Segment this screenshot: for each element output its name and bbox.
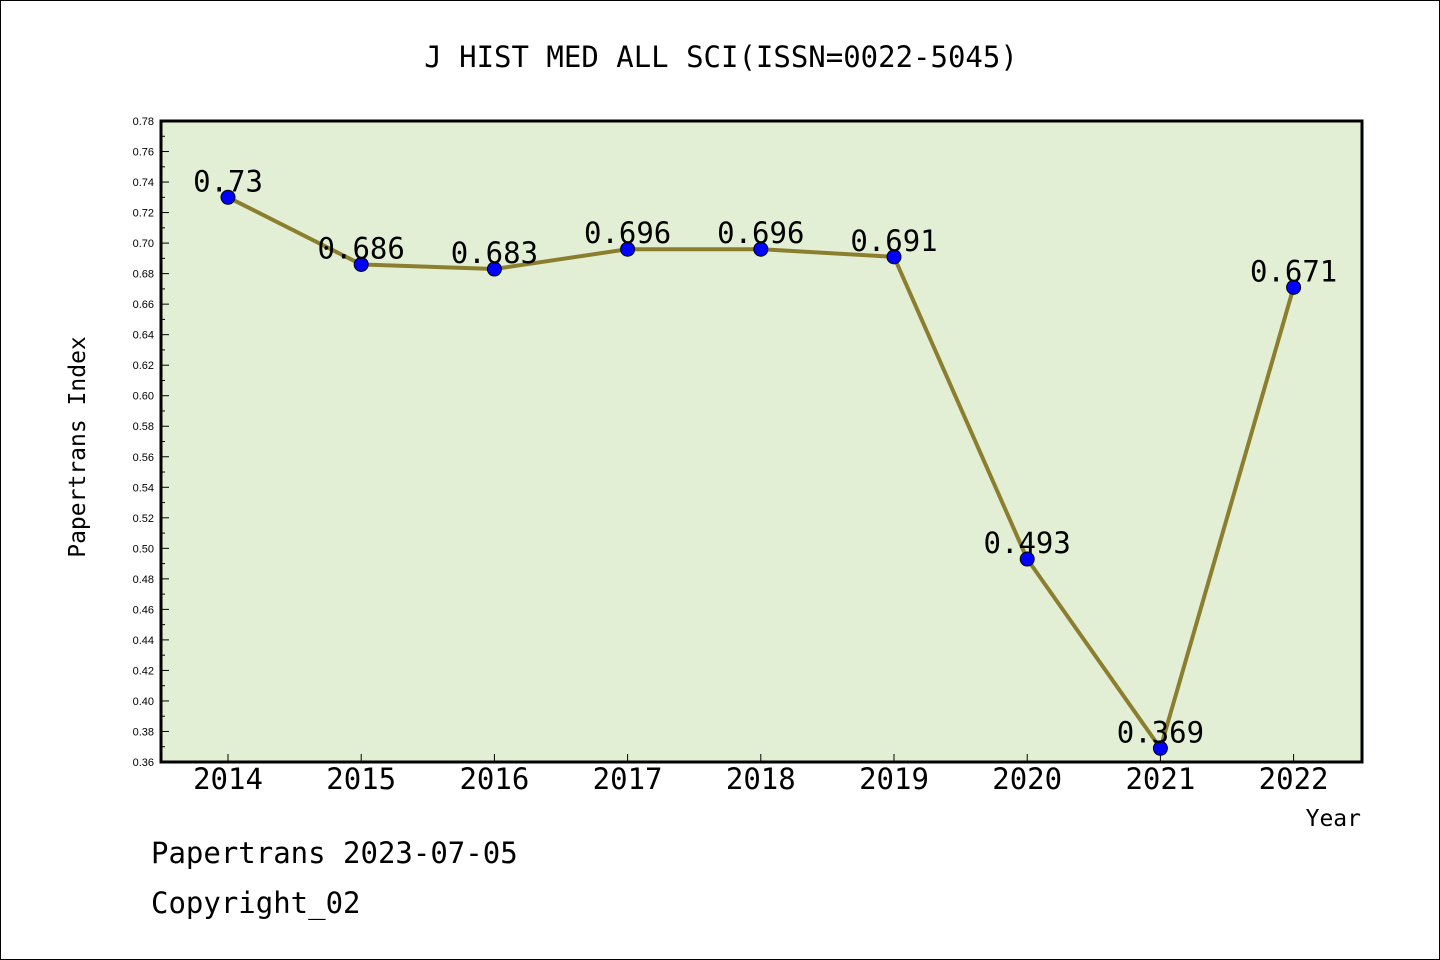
y-tick-label: 0.36	[133, 757, 154, 769]
data-label: 0.493	[984, 526, 1071, 560]
x-tick-label: 2018	[726, 762, 796, 796]
data-point	[620, 241, 636, 257]
y-tick-label: 0.76	[133, 147, 154, 159]
y-tick-label: 0.58	[133, 421, 154, 433]
data-label: 0.691	[850, 224, 937, 258]
data-label: 0.683	[451, 236, 538, 270]
x-axis-ticks: 2014 2015 2016 2017 2018 2019 2020 2021 2022	[193, 754, 1329, 796]
y-tick-label: 0.62	[133, 360, 154, 372]
footer-copyright: Copyright_02	[151, 886, 361, 920]
x-axis-label: Year	[1306, 806, 1361, 832]
y-axis-ticks: 0.36 0.38 0.40 0.42 0.44 0.46 0.48 0.50 0.52 0.54…	[133, 116, 169, 769]
footer-date: Papertrans 2023-07-05	[151, 836, 518, 870]
plot-area	[161, 121, 1362, 762]
y-tick-label: 0.40	[133, 696, 154, 708]
x-tick-label: 2014	[193, 762, 263, 796]
y-tick-label: 0.72	[133, 208, 154, 220]
y-tick-label: 0.64	[133, 330, 154, 342]
data-label: 0.696	[584, 216, 671, 250]
y-tick-label: 0.46	[133, 604, 154, 616]
data-label: 0.686	[318, 231, 405, 265]
x-tick-label: 2020	[992, 762, 1062, 796]
y-tick-label: 0.42	[133, 665, 154, 677]
data-label: 0.696	[717, 216, 804, 250]
x-tick-label: 2022	[1259, 762, 1329, 796]
x-tick-label: 2021	[1125, 762, 1195, 796]
plot-frame	[159, 119, 1364, 764]
series-layer: 0.73 0.686 0.683 0.696 0.696 0.691 0.493 0.369 0…	[193, 164, 1337, 756]
y-tick-label: 0.68	[133, 269, 154, 281]
y-tick-label: 0.74	[133, 177, 154, 189]
y-tick-label: 0.78	[133, 116, 154, 128]
y-tick-label: 0.60	[133, 391, 154, 403]
data-point	[1019, 551, 1035, 567]
data-point	[353, 256, 369, 272]
y-tick-label: 0.50	[133, 543, 154, 555]
x-tick-label: 2016	[459, 762, 529, 796]
data-point	[886, 249, 902, 265]
y-tick-label: 0.38	[133, 726, 154, 738]
x-tick-label: 2015	[326, 762, 396, 796]
data-point	[1286, 279, 1302, 295]
chart-title: J HIST MED ALL SCI(ISSN=0022-5045)	[424, 40, 1018, 74]
y-tick-label: 0.56	[133, 452, 154, 464]
data-point	[220, 189, 236, 205]
y-tick-label: 0.52	[133, 513, 154, 525]
y-tick-label: 0.44	[133, 635, 154, 647]
y-tick-label: 0.66	[133, 299, 154, 311]
y-axis-label: Papertrans Index	[65, 336, 91, 558]
data-point	[753, 241, 769, 257]
data-label: 0.369	[1117, 715, 1204, 749]
data-label: 0.671	[1250, 254, 1337, 288]
x-tick-label: 2019	[859, 762, 929, 796]
data-point	[486, 261, 502, 277]
data-point	[1152, 740, 1168, 756]
y-tick-label: 0.70	[133, 238, 154, 250]
y-tick-label: 0.54	[133, 482, 154, 494]
x-tick-label: 2017	[593, 762, 663, 796]
y-tick-label: 0.48	[133, 574, 154, 586]
data-label: 0.73	[193, 164, 263, 198]
